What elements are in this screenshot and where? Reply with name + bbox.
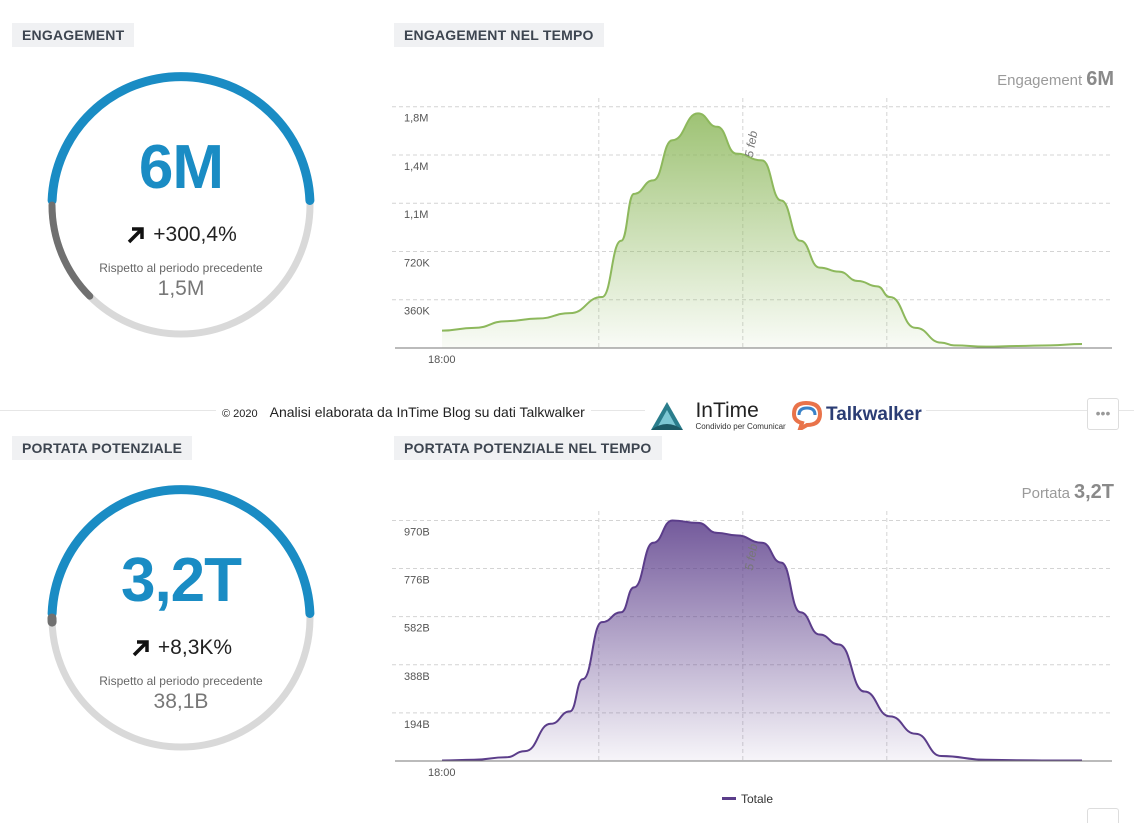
intime-mark-icon	[649, 400, 685, 434]
y-tick-label: 1,8M	[404, 113, 428, 125]
reach-kpi-label: Portata	[1022, 485, 1070, 502]
footer-text: Analisi elaborata da InTime Blog su dati…	[270, 404, 585, 420]
x-tick-label: 18:00	[428, 767, 456, 779]
legend-label: Totale	[741, 792, 773, 806]
reach-delta: +8,3K%	[46, 636, 316, 660]
intime-tagline: Condivido per Comunicare	[695, 422, 790, 431]
y-tick-label: 360K	[404, 306, 430, 318]
more-options-button-2[interactable]	[1087, 808, 1119, 823]
engagement-chart-section-title: ENGAGEMENT NEL TEMPO	[394, 23, 604, 47]
reach-gauge: 3,2T +8,3K% Rispetto al periodo preceden…	[46, 483, 316, 753]
engagement-previous-value: 1,5M	[46, 277, 316, 301]
reach-delta-text: +8,3K%	[158, 636, 232, 659]
footer-copyright: © 2020	[222, 408, 258, 420]
reach-chart-section-title: PORTATA POTENZIALE NEL TEMPO	[394, 436, 662, 460]
x-tick-label: 18:00	[428, 354, 456, 366]
y-tick-label: 1,4M	[404, 161, 428, 173]
engagement-kpi-label: Engagement	[997, 72, 1082, 89]
intime-name: InTime	[695, 400, 790, 422]
arrow-up-right-icon	[125, 224, 145, 244]
area-fill	[442, 113, 1082, 348]
talkwalker-logo: Talkwalker	[786, 400, 926, 430]
area-fill	[442, 520, 1082, 761]
y-tick-label: 388B	[404, 671, 430, 683]
legend-swatch	[722, 797, 736, 800]
arrow-up-right-icon	[130, 637, 150, 657]
y-tick-label: 194B	[404, 719, 430, 731]
talkwalker-mark-icon	[790, 400, 824, 430]
engagement-section-title: ENGAGEMENT	[12, 23, 134, 47]
footer-credit: © 2020 Analisi elaborata da InTime Blog s…	[216, 404, 591, 420]
reach-kpi-value: 3,2T	[1074, 481, 1114, 503]
engagement-area-chart: 360K 720K 1,1M 1,4M 1,8M 18:00 5 feb	[390, 90, 1120, 370]
intime-logo: InTime Condivido per Comunicare	[645, 400, 794, 434]
talkwalker-name: Talkwalker	[826, 404, 922, 425]
y-tick-label: 970B	[404, 526, 430, 538]
more-options-button[interactable]: •••	[1087, 398, 1119, 430]
engagement-delta-text: +300,4%	[153, 223, 237, 246]
engagement-kpi-value: 6M	[1086, 68, 1114, 90]
more-dots-icon: •••	[1096, 405, 1111, 421]
date-annotation: 5 feb	[742, 129, 760, 158]
chart-legend: Totale	[722, 792, 773, 806]
engagement-gauge: 6M +300,4% Rispetto al periodo precedent…	[46, 70, 316, 340]
engagement-compare-label: Rispetto al periodo precedente	[46, 261, 316, 275]
y-tick-label: 776B	[404, 575, 430, 587]
reach-compare-label: Rispetto al periodo precedente	[46, 674, 316, 688]
y-tick-label: 1,1M	[404, 209, 428, 221]
y-tick-label: 582B	[404, 623, 430, 635]
engagement-delta: +300,4%	[46, 223, 316, 247]
y-tick-label: 720K	[404, 257, 430, 269]
reach-previous-value: 38,1B	[46, 690, 316, 714]
reach-section-title: PORTATA POTENZIALE	[12, 436, 192, 460]
reach-value: 3,2T	[46, 545, 316, 616]
engagement-value: 6M	[46, 132, 316, 203]
